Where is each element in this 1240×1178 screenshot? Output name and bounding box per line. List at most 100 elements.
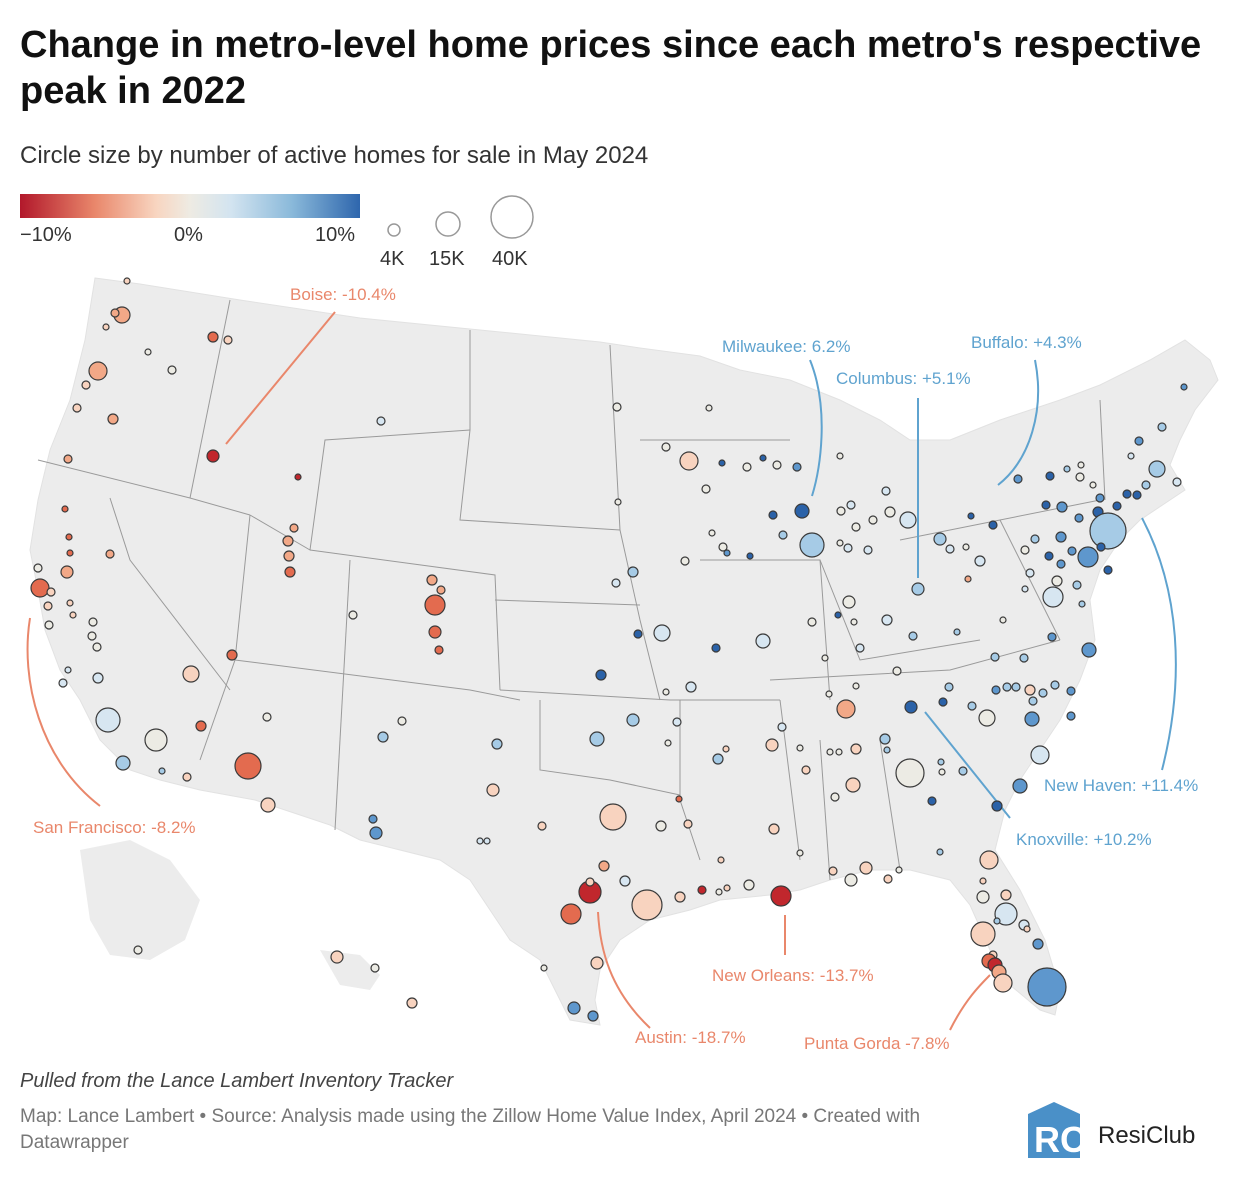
- metro-circle: [1025, 568, 1035, 578]
- metro-circle: [1030, 534, 1040, 544]
- metro-circle: [826, 748, 834, 756]
- metro-circle: [424, 594, 446, 616]
- metro-circle: [964, 575, 972, 583]
- buffalo-leader: [997, 359, 1039, 486]
- brand-name: ResiClub: [1098, 1122, 1196, 1149]
- metro-circle: [843, 543, 853, 553]
- metro-circle: [95, 707, 121, 733]
- metro-circle: [664, 739, 672, 747]
- metro-circle: [1013, 474, 1023, 484]
- metro-circle: [1074, 513, 1084, 523]
- metro-circle: [936, 848, 944, 856]
- metro-circle: [1148, 460, 1166, 478]
- metro-circle: [58, 678, 68, 688]
- metro-circle: [938, 768, 946, 776]
- metro-circle: [1095, 493, 1105, 503]
- metro-circle: [892, 666, 902, 676]
- size-legend-small: [387, 223, 401, 237]
- metro-circle: [611, 578, 621, 588]
- resiclub-logo: RC: [1028, 1102, 1086, 1160]
- metro-circle: [768, 510, 778, 520]
- metro-circle: [294, 473, 302, 481]
- metro-circle: [158, 767, 166, 775]
- metro-circle: [794, 503, 810, 519]
- metro-circle: [962, 543, 970, 551]
- metro-circle: [110, 308, 120, 318]
- metro-circle: [1172, 477, 1182, 487]
- metro-circle: [434, 645, 444, 655]
- source-note: Pulled from the Lance Lambert Inventory …: [20, 1070, 454, 1092]
- metro-circle: [988, 520, 998, 530]
- metro-circle: [701, 484, 711, 494]
- annotation-milwaukee: Milwaukee: 6.2%: [722, 337, 851, 356]
- metro-circle: [967, 701, 977, 711]
- metro-circle: [836, 506, 846, 516]
- svg-text:RC: RC: [1034, 1119, 1086, 1160]
- metro-circle: [1078, 600, 1086, 608]
- metro-circle: [979, 877, 987, 885]
- metro-circle: [851, 522, 861, 532]
- metro-circle: [1081, 642, 1097, 658]
- metro-circle: [107, 413, 119, 425]
- metro-circle: [979, 850, 999, 870]
- metro-circle: [792, 462, 802, 472]
- metro-circle: [1056, 559, 1066, 569]
- metro-circle: [1077, 546, 1099, 568]
- metro-circle: [406, 997, 418, 1009]
- metro-circle: [1044, 551, 1054, 561]
- metro-circle: [944, 682, 954, 692]
- metro-circle: [993, 973, 1013, 993]
- metro-circle: [376, 416, 386, 426]
- metro-circle: [1032, 938, 1044, 950]
- metro-circle: [283, 550, 295, 562]
- metro-circle: [631, 889, 663, 921]
- metro-circle: [908, 631, 918, 641]
- size-label-medium: 15K: [429, 248, 465, 270]
- metro-circle: [672, 717, 682, 727]
- metro-circle: [855, 643, 865, 653]
- austin-leader: [597, 911, 651, 1029]
- metro-circle: [991, 685, 1001, 695]
- metro-circle: [796, 744, 804, 752]
- metro-circle: [743, 879, 755, 891]
- metro-circle: [88, 361, 108, 381]
- metro-circle: [759, 454, 767, 462]
- metro-circle: [970, 921, 996, 947]
- metro-circle: [927, 796, 937, 806]
- metro-circle: [768, 823, 780, 835]
- metro-circle: [881, 614, 893, 626]
- metro-circle: [655, 820, 667, 832]
- metro-circle: [1067, 546, 1077, 556]
- metro-circle: [938, 697, 948, 707]
- metro-circle: [755, 633, 771, 649]
- annotation-columbus: Columbus: +5.1%: [836, 369, 971, 388]
- metro-circle: [765, 738, 779, 752]
- metro-circle: [844, 873, 858, 887]
- annotation-boise: Boise: -10.4%: [290, 285, 396, 304]
- knoxville-leader: [924, 711, 1011, 819]
- metro-circle: [1122, 489, 1132, 499]
- credit-line: Map: Lance Lambert • Source: Analysis ma…: [20, 1106, 921, 1153]
- metro-circle: [881, 486, 891, 496]
- metro-circle: [679, 451, 699, 471]
- metro-circle: [368, 814, 378, 824]
- metro-circle: [999, 616, 1007, 624]
- metro-circle: [937, 758, 945, 766]
- metro-circle: [836, 452, 844, 460]
- metro-circle: [598, 860, 610, 872]
- metro-circle: [115, 755, 131, 771]
- metro-circle: [742, 462, 752, 472]
- metro-circle: [1024, 684, 1036, 696]
- metro-circle: [69, 611, 77, 619]
- metro-circle: [685, 681, 697, 693]
- metro-circle: [102, 323, 110, 331]
- size-label-large: 40K: [492, 248, 528, 270]
- metro-circle: [828, 866, 838, 876]
- metro-circle: [426, 574, 438, 586]
- metro-circle: [835, 748, 843, 756]
- metro-circle: [1047, 632, 1057, 642]
- legend-tick-zero: 0%: [174, 224, 203, 246]
- metro-circle: [958, 766, 968, 776]
- metro-circle: [821, 654, 829, 662]
- metro-circle: [863, 545, 873, 555]
